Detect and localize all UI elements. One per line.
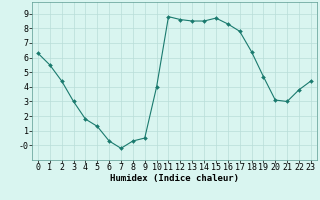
X-axis label: Humidex (Indice chaleur): Humidex (Indice chaleur): [110, 174, 239, 183]
